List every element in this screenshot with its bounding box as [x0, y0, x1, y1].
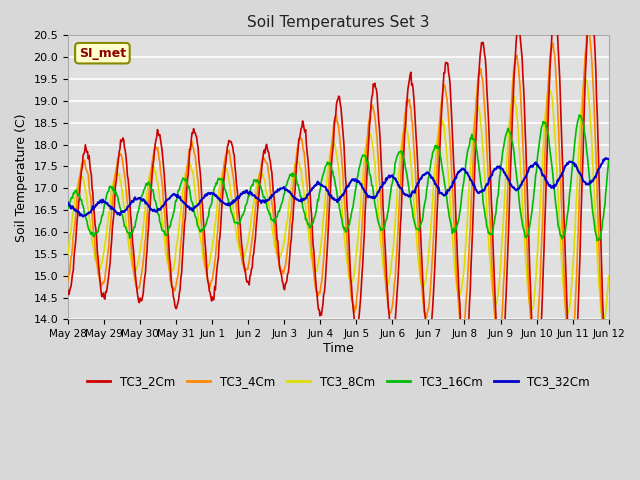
TC3_16Cm — [593, 238, 601, 244]
TC3_32Cm — [79, 214, 87, 219]
TC3_2Cm — [605, 398, 612, 404]
TC3_32Cm — [64, 200, 72, 205]
TC3_32Cm — [404, 194, 412, 200]
TC3_8Cm — [213, 205, 221, 211]
Legend: TC3_2Cm, TC3_4Cm, TC3_8Cm, TC3_16Cm, TC3_32Cm: TC3_2Cm, TC3_4Cm, TC3_8Cm, TC3_16Cm, TC3… — [82, 371, 595, 393]
TC3_32Cm — [131, 196, 138, 202]
TC3_8Cm — [404, 132, 412, 138]
TC3_16Cm — [420, 206, 428, 212]
TC3_2Cm — [213, 266, 221, 272]
TC3_2Cm — [74, 211, 82, 216]
TC3_8Cm — [130, 264, 138, 270]
TC3_4Cm — [602, 364, 610, 370]
TC3_8Cm — [74, 182, 82, 188]
TC3_2Cm — [604, 400, 612, 406]
TC3_16Cm — [64, 205, 72, 211]
TC3_8Cm — [605, 273, 612, 279]
TC3_4Cm — [64, 278, 72, 284]
TC3_32Cm — [602, 155, 609, 161]
TC3_4Cm — [420, 303, 428, 309]
TC3_2Cm — [588, 0, 595, 1]
Line: TC3_32Cm: TC3_32Cm — [68, 158, 609, 216]
TC3_16Cm — [74, 193, 82, 199]
TC3_8Cm — [184, 161, 192, 167]
TC3_2Cm — [130, 247, 138, 253]
TC3_4Cm — [605, 355, 612, 360]
Text: SI_met: SI_met — [79, 47, 126, 60]
TC3_16Cm — [184, 185, 192, 191]
TC3_16Cm — [404, 179, 412, 184]
TC3_8Cm — [64, 251, 72, 256]
TC3_8Cm — [600, 321, 608, 326]
TC3_2Cm — [420, 292, 428, 298]
TC3_2Cm — [404, 86, 412, 92]
Line: TC3_2Cm: TC3_2Cm — [68, 0, 609, 403]
Title: Soil Temperatures Set 3: Soil Temperatures Set 3 — [247, 15, 429, 30]
TC3_4Cm — [74, 191, 82, 196]
TC3_4Cm — [584, 27, 592, 33]
TC3_16Cm — [605, 158, 612, 164]
Line: TC3_4Cm: TC3_4Cm — [68, 30, 609, 367]
TC3_32Cm — [605, 156, 612, 162]
TC3_32Cm — [214, 195, 221, 201]
TC3_32Cm — [185, 204, 193, 210]
TC3_8Cm — [420, 284, 428, 290]
TC3_8Cm — [582, 75, 589, 81]
TC3_16Cm — [130, 227, 138, 232]
Line: TC3_8Cm: TC3_8Cm — [68, 78, 609, 324]
TC3_4Cm — [184, 156, 192, 162]
TC3_16Cm — [213, 181, 221, 187]
TC3_4Cm — [213, 236, 221, 242]
X-axis label: Time: Time — [323, 342, 354, 355]
TC3_32Cm — [74, 209, 82, 215]
TC3_4Cm — [130, 268, 138, 274]
TC3_32Cm — [420, 172, 428, 178]
TC3_2Cm — [64, 288, 72, 293]
TC3_16Cm — [575, 112, 583, 118]
Y-axis label: Soil Temperature (C): Soil Temperature (C) — [15, 113, 28, 241]
TC3_2Cm — [184, 170, 192, 176]
TC3_4Cm — [404, 96, 412, 102]
Line: TC3_16Cm: TC3_16Cm — [68, 115, 609, 241]
